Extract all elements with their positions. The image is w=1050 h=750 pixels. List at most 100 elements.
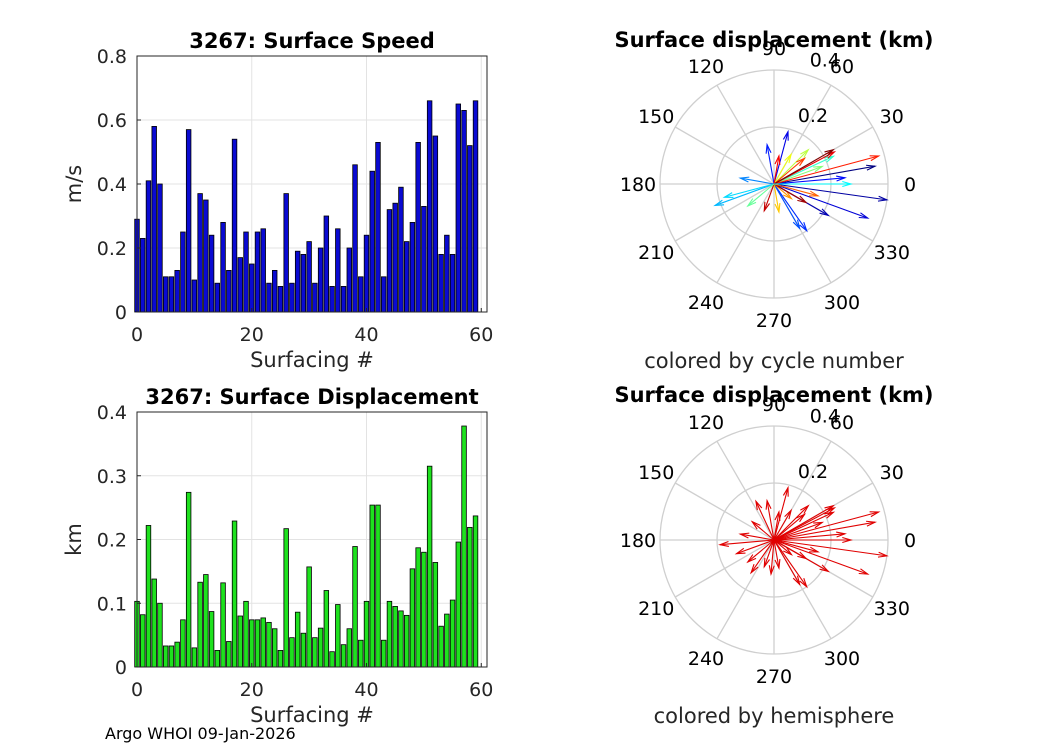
compass-hemisphere-arrow-head xyxy=(819,564,831,573)
displacement-bar xyxy=(426,465,433,668)
displacement-bar xyxy=(197,581,203,668)
compass-cycle-arrow-head xyxy=(813,165,825,173)
compass-cycle-arrow xyxy=(773,183,801,229)
compass-cycle-arrow xyxy=(773,183,887,201)
speed-bar xyxy=(369,170,375,313)
compass-hemisphere-angle-label: 330 xyxy=(874,598,910,620)
speed-bar xyxy=(300,253,307,313)
displacement-bar xyxy=(317,627,324,668)
displacement-xtick-label: 60 xyxy=(469,679,493,701)
speed-ytick-label: 0.8 xyxy=(97,46,127,68)
speed-bar xyxy=(329,285,335,313)
displacement-bar xyxy=(203,574,209,668)
displacement-bar xyxy=(392,606,398,668)
speed-ytick-label: 0.4 xyxy=(97,174,127,196)
displacement-bar xyxy=(340,644,347,668)
speed-bar xyxy=(449,253,456,313)
compass-cycle-arrow-head xyxy=(763,201,770,213)
speed-bar xyxy=(386,209,393,313)
compass-cycle-arrow xyxy=(773,155,834,185)
displacement-bar xyxy=(432,562,439,668)
speed-ylabel: m/s xyxy=(62,165,86,203)
compass-cycle-angle-label: 30 xyxy=(880,106,904,128)
displacement-bar xyxy=(306,566,312,668)
footer-text: Argo WHOI 09-Jan-2026 xyxy=(105,724,296,743)
compass-cycle-arrow xyxy=(773,183,792,200)
compass-hemisphere-arrow xyxy=(773,511,834,541)
compass-cycle-arrow-head xyxy=(796,157,807,167)
displacement-bar xyxy=(237,615,243,668)
speed-bar xyxy=(151,126,157,313)
compass-cycle-angle-label: 120 xyxy=(688,56,724,78)
speed-bar xyxy=(140,237,146,313)
compass-cycle-arrow-head xyxy=(765,142,772,154)
compass-hemisphere-angle-label: 60 xyxy=(830,412,854,434)
speed-bar xyxy=(467,145,473,313)
compass-hemisphere-arrow xyxy=(755,501,775,541)
speed-bar xyxy=(358,276,364,313)
compass-cycle-angle-label: 90 xyxy=(762,38,786,60)
compass-cycle-arrow-head xyxy=(746,198,757,208)
speed-bar xyxy=(157,183,163,313)
compass-hemisphere-arrow-head xyxy=(813,521,825,529)
speed-bar xyxy=(260,228,266,313)
compass-hemisphere-angle-label: 240 xyxy=(688,648,724,670)
compass-hemisphere-arrow-head xyxy=(755,499,763,511)
displacement-bar xyxy=(300,632,307,668)
speed-bar xyxy=(294,250,301,313)
compass-hemisphere-arrow-head xyxy=(718,540,729,547)
displacement-bar xyxy=(249,619,255,668)
compass-cycle-arrow-head xyxy=(783,190,793,200)
displacement-bar xyxy=(438,625,444,668)
compass-cycle-spoke xyxy=(716,84,775,185)
displacement-ytick-label: 0.4 xyxy=(97,402,127,424)
speed-bar xyxy=(415,141,421,313)
displacement-title: 3267: Surface Displacement xyxy=(145,385,478,409)
speed-bar xyxy=(231,138,238,313)
displacement-ytick-label: 0.3 xyxy=(97,466,127,488)
compass-hemisphere-arrow-head xyxy=(799,578,808,589)
displacement-ylabel: km xyxy=(62,523,86,556)
compass-hemisphere-arrow-head xyxy=(734,547,746,555)
compass-hemisphere-arrow xyxy=(773,513,805,541)
displacement-bar xyxy=(277,650,284,668)
compass-hemisphere-arrow xyxy=(736,539,775,555)
compass-cycle-angle-label: 60 xyxy=(830,56,854,78)
speed-bar xyxy=(277,285,284,313)
compass-hemisphere-arrow-head xyxy=(824,504,835,513)
compass-cycle-arrow-head xyxy=(809,190,820,197)
compass-hemisphere-arrow xyxy=(773,539,792,556)
compass-hemisphere-arrow-head xyxy=(836,531,847,538)
compass-cycle-arrow xyxy=(763,183,775,211)
displacement-bar xyxy=(283,528,289,668)
compass-hemisphere-arrow xyxy=(773,533,846,541)
compass-hemisphere-angle-label: 30 xyxy=(880,462,904,484)
displacement-bar xyxy=(243,600,249,668)
displacement-bar xyxy=(375,504,381,668)
speed-bar xyxy=(335,228,341,313)
compass-cycle-arrow xyxy=(773,183,807,204)
compass-hemisphere-arrow xyxy=(747,539,775,563)
compass-hemisphere-arrow xyxy=(720,539,775,546)
displacement-bar xyxy=(421,551,427,668)
compass-cycle-arrow-head xyxy=(824,155,836,163)
compass-hemisphere-arrow-head xyxy=(746,554,757,564)
compass-hemisphere-title: Surface displacement (km) xyxy=(614,383,933,407)
speed-bar xyxy=(168,276,175,313)
compass-cycle-angle-label: 150 xyxy=(638,106,674,128)
displacement-bar xyxy=(151,578,157,668)
compass-hemisphere-arrow-head xyxy=(809,546,820,553)
speed-bar xyxy=(306,241,312,313)
speed-bar xyxy=(283,193,289,313)
displacement-bar xyxy=(254,619,261,668)
compass-hemisphere-arrow-head xyxy=(774,559,781,571)
compass-hemisphere-arrow-head xyxy=(792,575,801,587)
compass-cycle-arrow-head xyxy=(800,148,810,158)
compass-cycle-arrow xyxy=(714,183,775,206)
speed-bar xyxy=(375,141,381,313)
displacement-bar xyxy=(329,651,335,668)
compass-hemisphere-angle-label: 180 xyxy=(620,530,656,552)
displacement-bar xyxy=(398,610,404,668)
compass-cycle-caption: colored by cycle number xyxy=(644,349,904,373)
compass-cycle-arrow-head xyxy=(774,203,781,215)
